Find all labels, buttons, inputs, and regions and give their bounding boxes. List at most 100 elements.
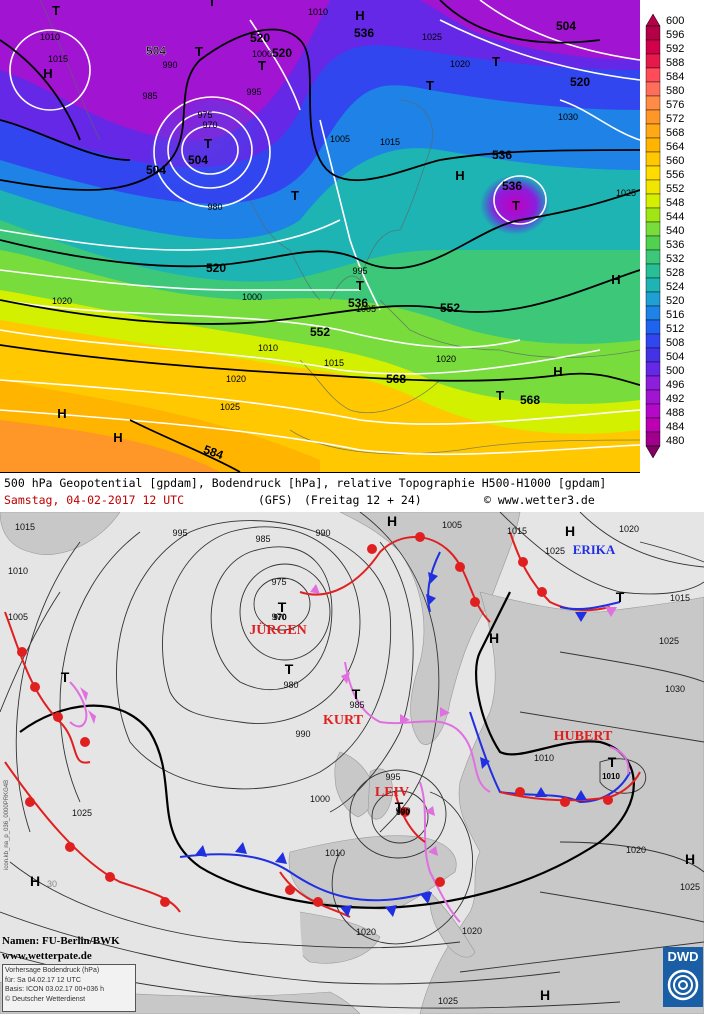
low-center-marker: T: [426, 78, 434, 93]
pressure-label: 995: [352, 266, 367, 276]
low-center-marker: T: [395, 799, 404, 815]
surface-analysis-chart: 1015 1010 1005 995 985 990 975 970 980 9…: [0, 512, 704, 1014]
isobar-label: 970: [271, 612, 286, 622]
colorbar-segment: [645, 151, 661, 167]
colorbar-segment: [645, 291, 661, 307]
reference-isobar: [19, 591, 635, 909]
colorbar-segment: [645, 375, 661, 391]
low-center-marker: T: [356, 278, 364, 293]
isobar-label: 985: [255, 534, 270, 544]
dwd-logo-text: DWD: [667, 949, 699, 964]
pressure-label: 990: [162, 60, 177, 70]
low-center-marker: T: [204, 136, 212, 151]
colorbar-tick-label: 528: [666, 267, 684, 279]
low-center-value: 990: [396, 808, 410, 817]
colorbar-segment: [645, 235, 661, 251]
colorbar-tick-label: 484: [666, 421, 684, 433]
h500-label: 568: [386, 372, 406, 386]
isobar-label: 1025: [545, 546, 565, 556]
isobars: [0, 512, 704, 1009]
pressure-label: 1010: [308, 7, 328, 17]
pressure-label: 985: [142, 91, 157, 101]
isobar-label: 990: [395, 806, 410, 816]
low-center-marker: T: [195, 44, 203, 59]
pressure-label: 1015: [380, 137, 400, 147]
colorbar-segment: [645, 389, 661, 405]
colorbar-tick-label: 544: [666, 211, 684, 223]
h500-label: 536: [354, 26, 374, 40]
isobar-label: 1000: [310, 794, 330, 804]
low-center-marker: T: [496, 388, 504, 403]
colorbar-tick-label: 580: [666, 85, 684, 97]
high-center-marker: H: [57, 406, 66, 421]
h500-label: 584: [202, 442, 226, 462]
pressure-label: 1010: [258, 343, 278, 353]
h500-label: 504: [188, 153, 208, 167]
h500-label: 504: [146, 163, 166, 177]
isobar-label: 1010: [8, 566, 28, 576]
colorbar-tick-label: 548: [666, 197, 684, 209]
low-center-marker: T: [52, 3, 60, 18]
colorbar-tick-label: 600: [666, 15, 684, 27]
forecast-base-run: Basis: ICON 03.02.17 00+036 h: [5, 986, 105, 993]
isobar-label: 1010: [534, 753, 554, 763]
colorbar-tick-label: 564: [666, 141, 684, 153]
isobar-labels: 1015 1010 1005 995 985 990 975 970 980 9…: [8, 520, 700, 1006]
h500-label: 536: [502, 179, 522, 193]
high-center-marker: H: [565, 523, 575, 539]
pressure-label: 1010: [40, 32, 60, 42]
colorbar-tick-label: 568: [666, 127, 684, 139]
front-symbols: [17, 532, 617, 917]
colorbar-segment: [645, 263, 661, 279]
run-label: (Freitag 12 + 24): [304, 493, 422, 507]
colorbar-segment: [645, 179, 661, 195]
isobar-label: 990: [295, 729, 310, 739]
pressure-label: 1030: [558, 112, 578, 122]
colorbar-tick-label: 524: [666, 281, 684, 293]
colorbar-tick-label: 560: [666, 155, 684, 167]
colorbar-segment: [645, 431, 661, 447]
pressure-label: 995: [246, 87, 261, 97]
isobar-label: 1025: [659, 636, 679, 646]
h500-label: 520: [272, 46, 292, 60]
colorbar-tick-label: 596: [666, 29, 684, 41]
pressure-label: 980: [207, 202, 222, 212]
colorbar-tick-label: 572: [666, 113, 684, 125]
isobar-label: 1015: [15, 522, 35, 532]
colorbar-tick-label: 520: [666, 295, 684, 307]
colorbar-tick-label: 556: [666, 169, 684, 181]
low-center-marker: T: [608, 754, 617, 770]
isobar-label: 1025: [438, 996, 458, 1006]
high-center-marker: H: [611, 272, 620, 287]
colorbar-tick-label: 532: [666, 253, 684, 265]
low-center-marker: T: [512, 198, 520, 213]
low-center-marker: T: [61, 669, 70, 685]
dwd-swirl-icon: [667, 969, 699, 1001]
colorbar-segment: [645, 39, 661, 55]
colorbar-tick-label: 552: [666, 183, 684, 195]
isobar-label: 1020: [619, 524, 639, 534]
h500-label: 552: [310, 325, 330, 339]
pressure-label: 1020: [52, 296, 72, 306]
colorbar-tick-label: 592: [666, 43, 684, 55]
isobars: [0, 0, 640, 456]
h500-label: 536: [492, 148, 512, 162]
colorbar-segment: [645, 123, 661, 139]
low-center-marker: T: [352, 686, 361, 702]
website-link[interactable]: www.wetterpate.de: [2, 950, 92, 962]
colorbar-tick-label: 504: [666, 351, 684, 363]
forecast-valid-time: für: Sa 04.02.17 12 UTC: [5, 976, 81, 984]
colorbar-tick-label: 516: [666, 309, 684, 321]
pressure-label: 1005: [330, 134, 350, 144]
isobar-label: 1020: [462, 926, 482, 936]
low-center-marker: T: [285, 661, 294, 677]
colorbar-tick-label: 488: [666, 407, 684, 419]
isobar-label: 995: [172, 528, 187, 538]
forecast-title: Vorhersage Bodendruck (hPa): [5, 967, 100, 974]
pressure-centers: T 970 JÜRGEN T KURT T 990 LEIV T 1010 HU…: [30, 513, 695, 1003]
source-link[interactable]: © www.wetter3.de: [484, 493, 595, 507]
colorbar-segment: [645, 137, 661, 153]
high-center-marker: H: [30, 873, 40, 889]
colorbar-tick-label: 492: [666, 393, 684, 405]
low-center-marker: T: [258, 58, 266, 73]
